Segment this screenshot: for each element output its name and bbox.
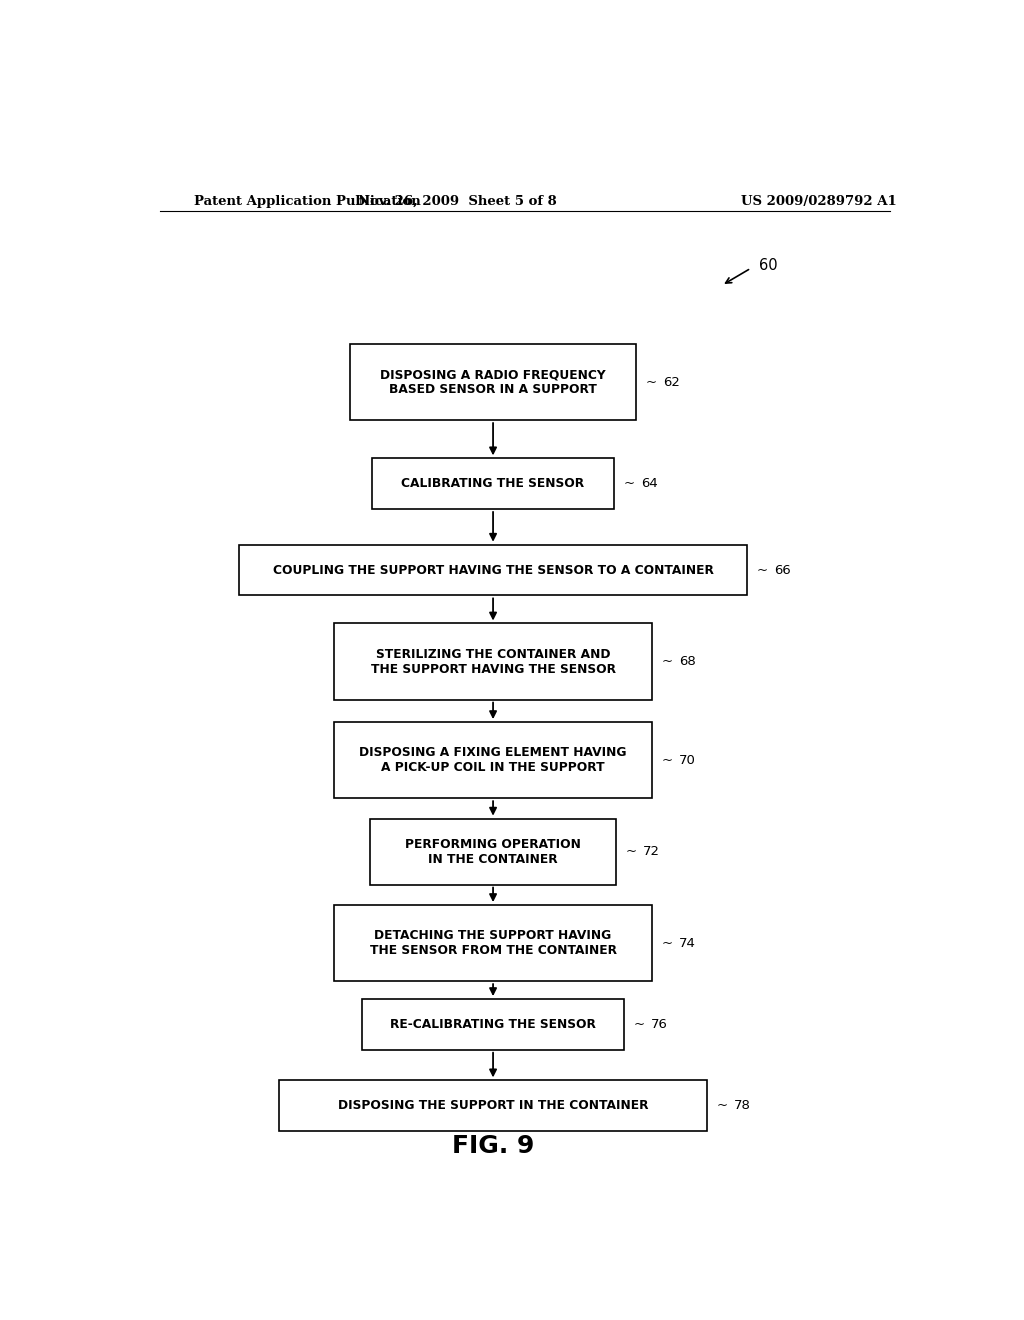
Text: RE-CALIBRATING THE SENSOR: RE-CALIBRATING THE SENSOR — [390, 1018, 596, 1031]
Text: 60: 60 — [759, 257, 777, 273]
Text: 76: 76 — [651, 1018, 668, 1031]
Text: DISPOSING A FIXING ELEMENT HAVING
A PICK-UP COIL IN THE SUPPORT: DISPOSING A FIXING ELEMENT HAVING A PICK… — [359, 746, 627, 774]
Text: 66: 66 — [774, 564, 791, 577]
Text: US 2009/0289792 A1: US 2009/0289792 A1 — [740, 194, 896, 207]
Text: 74: 74 — [679, 937, 695, 949]
Text: ~: ~ — [662, 655, 673, 668]
Text: 62: 62 — [663, 375, 680, 388]
Text: STERILIZING THE CONTAINER AND
THE SUPPORT HAVING THE SENSOR: STERILIZING THE CONTAINER AND THE SUPPOR… — [371, 648, 615, 676]
FancyBboxPatch shape — [240, 545, 748, 595]
Text: 64: 64 — [641, 477, 657, 490]
Text: FIG. 9: FIG. 9 — [452, 1134, 535, 1159]
Text: ~: ~ — [624, 477, 635, 490]
FancyBboxPatch shape — [362, 999, 624, 1049]
Text: ~: ~ — [634, 1018, 645, 1031]
FancyBboxPatch shape — [334, 623, 652, 700]
Text: 70: 70 — [679, 754, 695, 767]
Text: DISPOSING A RADIO FREQUENCY
BASED SENSOR IN A SUPPORT: DISPOSING A RADIO FREQUENCY BASED SENSOR… — [380, 368, 606, 396]
Text: 68: 68 — [679, 655, 695, 668]
FancyBboxPatch shape — [350, 345, 636, 420]
Text: Nov. 26, 2009  Sheet 5 of 8: Nov. 26, 2009 Sheet 5 of 8 — [358, 194, 557, 207]
Text: PERFORMING OPERATION
IN THE CONTAINER: PERFORMING OPERATION IN THE CONTAINER — [406, 838, 581, 866]
FancyBboxPatch shape — [279, 1080, 708, 1131]
FancyBboxPatch shape — [334, 722, 652, 799]
Text: ~: ~ — [662, 754, 673, 767]
Text: COUPLING THE SUPPORT HAVING THE SENSOR TO A CONTAINER: COUPLING THE SUPPORT HAVING THE SENSOR T… — [272, 564, 714, 577]
Text: ~: ~ — [626, 845, 637, 858]
FancyBboxPatch shape — [370, 818, 616, 884]
Text: 72: 72 — [643, 845, 660, 858]
Text: ~: ~ — [662, 937, 673, 949]
Text: Patent Application Publication: Patent Application Publication — [194, 194, 421, 207]
FancyBboxPatch shape — [334, 906, 652, 981]
Text: 78: 78 — [734, 1100, 752, 1113]
Text: ~: ~ — [757, 564, 768, 577]
Text: CALIBRATING THE SENSOR: CALIBRATING THE SENSOR — [401, 477, 585, 490]
FancyBboxPatch shape — [372, 458, 614, 510]
Text: ~: ~ — [717, 1100, 728, 1113]
Text: DETACHING THE SUPPORT HAVING
THE SENSOR FROM THE CONTAINER: DETACHING THE SUPPORT HAVING THE SENSOR … — [370, 929, 616, 957]
Text: DISPOSING THE SUPPORT IN THE CONTAINER: DISPOSING THE SUPPORT IN THE CONTAINER — [338, 1100, 648, 1113]
Text: ~: ~ — [645, 375, 656, 388]
